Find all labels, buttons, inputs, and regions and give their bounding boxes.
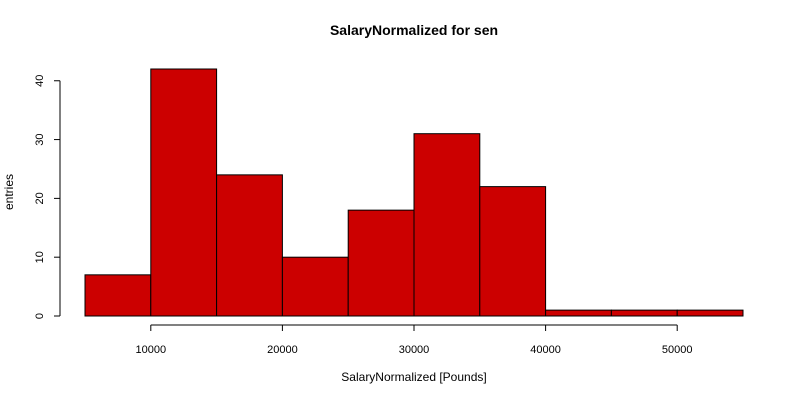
histogram-bar	[413, 133, 481, 317]
histogram-bar	[281, 256, 349, 317]
histogram-bar	[216, 174, 283, 317]
histogram-bar	[347, 209, 415, 317]
histogram-bar	[84, 274, 152, 317]
histogram-bar	[610, 309, 678, 317]
histogram-bar	[676, 309, 744, 317]
y-tick-label: 40	[34, 75, 46, 87]
x-tick-label: 10000	[136, 344, 167, 356]
y-tick-label: 0	[34, 313, 46, 319]
y-tick-label: 20	[34, 192, 46, 204]
histogram-bar	[545, 309, 612, 317]
bars-group	[84, 68, 744, 317]
x-axis-label: SalaryNormalized [Pounds]	[341, 370, 486, 384]
x-tick-label: 20000	[267, 344, 298, 356]
y-axis-label: entries	[2, 174, 16, 210]
x-tick-label: 40000	[530, 344, 561, 356]
x-tick-label: 50000	[662, 344, 693, 356]
y-axis: 0 10 20 30 40	[34, 75, 61, 319]
x-tick-label: 30000	[399, 344, 430, 356]
x-axis: 10000 20000 30000 40000 50000	[136, 324, 693, 356]
histogram-bar	[479, 186, 547, 317]
histogram-bar	[150, 68, 218, 317]
y-tick-label: 30	[34, 133, 46, 145]
y-tick-label: 10	[34, 251, 46, 263]
chart-title: SalaryNormalized for sen	[330, 22, 498, 38]
